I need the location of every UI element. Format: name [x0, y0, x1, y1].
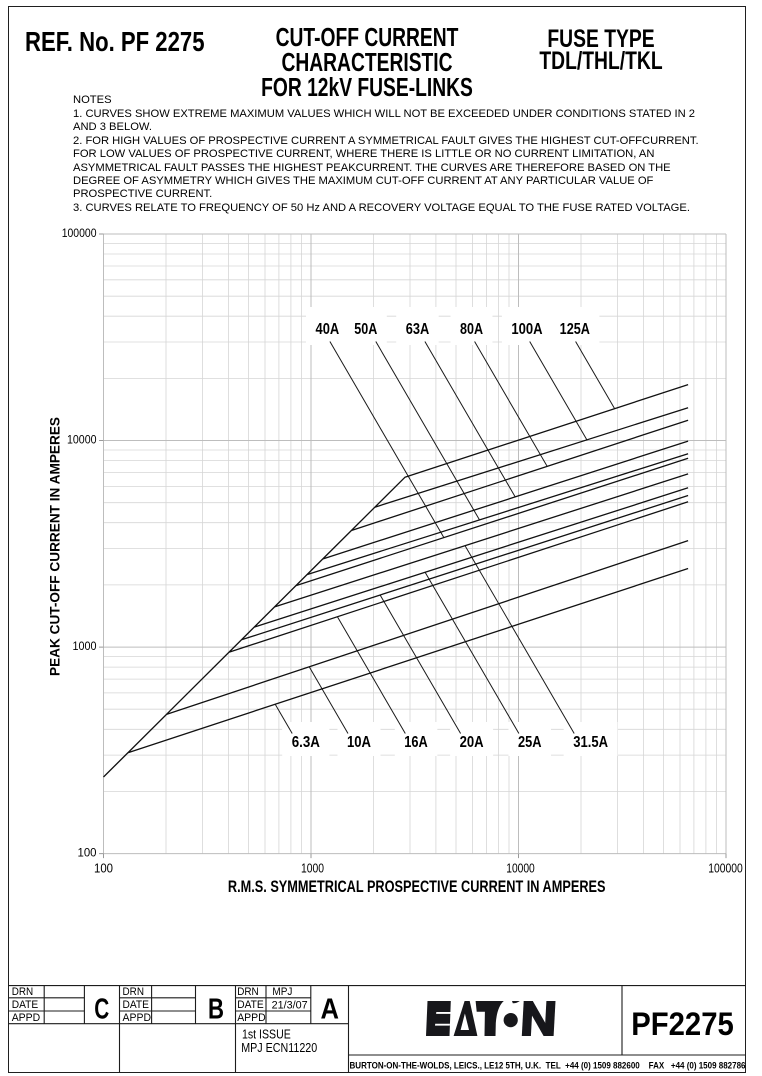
- svg-text:40A: 40A: [316, 321, 340, 338]
- svg-text:R.M.S. SYMMETRICAL PROSPECTIVE: R.M.S. SYMMETRICAL PROSPECTIVE CURRENT I…: [228, 878, 606, 896]
- svg-text:APPD: APPD: [123, 1012, 152, 1024]
- svg-text:50A: 50A: [354, 321, 377, 338]
- svg-text:20A: 20A: [460, 734, 484, 751]
- svg-text:MPJ: MPJ: [272, 986, 292, 998]
- svg-text:10000: 10000: [506, 860, 535, 875]
- svg-text:10000: 10000: [67, 435, 97, 447]
- svg-text:DATE: DATE: [237, 999, 264, 1011]
- svg-text:6.3A: 6.3A: [292, 734, 320, 751]
- svg-text:100: 100: [94, 860, 113, 875]
- svg-text:DATE: DATE: [12, 999, 39, 1011]
- svg-text:80A: 80A: [460, 321, 483, 338]
- svg-text:100: 100: [78, 848, 97, 860]
- svg-text:DRN: DRN: [123, 986, 145, 998]
- svg-text:100A: 100A: [511, 321, 542, 338]
- svg-text:100000: 100000: [62, 228, 97, 240]
- svg-text:DATE: DATE: [123, 999, 150, 1011]
- svg-text:DRN: DRN: [12, 986, 34, 998]
- svg-text:1000: 1000: [73, 641, 97, 653]
- svg-text:21/3/07: 21/3/07: [272, 1000, 308, 1012]
- svg-text:1st ISSUE: 1st ISSUE: [242, 1026, 291, 1041]
- svg-text:A: A: [320, 994, 339, 1026]
- svg-text:MPJ ECN11220: MPJ ECN11220: [241, 1040, 317, 1055]
- svg-text:DRN: DRN: [237, 986, 259, 998]
- svg-text:C: C: [94, 994, 109, 1026]
- svg-text:25A: 25A: [518, 734, 542, 751]
- svg-text:10A: 10A: [347, 734, 371, 751]
- svg-text:1000: 1000: [301, 860, 324, 875]
- svg-text:APPD: APPD: [12, 1012, 41, 1024]
- svg-text:100000: 100000: [708, 860, 743, 875]
- svg-text:B: B: [208, 994, 224, 1026]
- svg-text:31.5A: 31.5A: [573, 734, 608, 751]
- svg-text:PEAK CUT-OFF CURRENT IN AMPERE: PEAK CUT-OFF CURRENT IN AMPERES: [48, 417, 64, 676]
- svg-text:APPD: APPD: [237, 1012, 266, 1024]
- svg-text:63A: 63A: [406, 321, 430, 338]
- svg-text:PF2275: PF2275: [631, 1005, 734, 1042]
- svg-text:16A: 16A: [404, 734, 428, 751]
- svg-text:125A: 125A: [560, 321, 590, 338]
- svg-text:BURTON-ON-THE-WOLDS, LEICS., L: BURTON-ON-THE-WOLDS, LEICS., LE12 5TH, U…: [350, 1059, 746, 1070]
